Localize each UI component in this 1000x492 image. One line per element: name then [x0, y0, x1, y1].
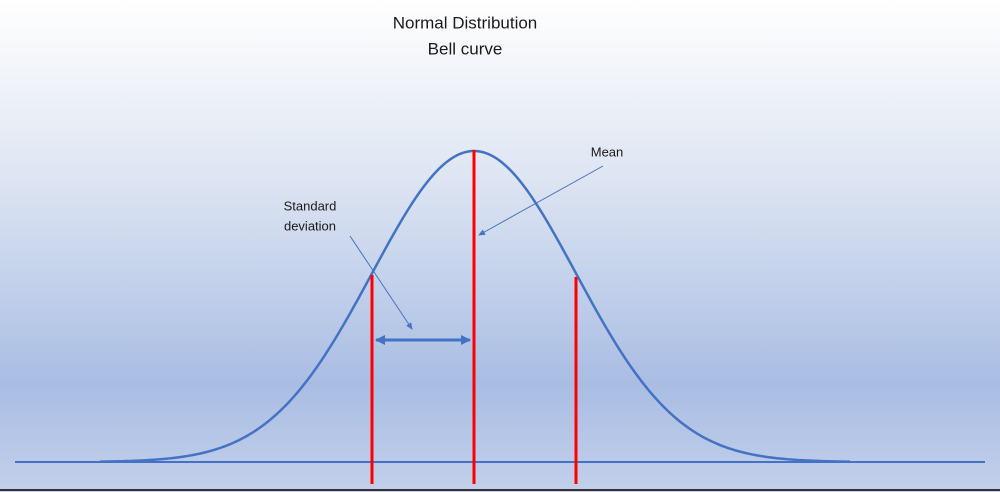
subtitle-line: Bell curve: [428, 39, 503, 58]
title-line: Normal Distribution: [393, 13, 538, 32]
mean-label: Mean: [591, 144, 624, 159]
sd-pointer: [349, 235, 413, 330]
mean-pointer: [478, 165, 604, 236]
sd-label: deviation: [284, 218, 336, 233]
sd-label: Standard: [284, 198, 337, 213]
